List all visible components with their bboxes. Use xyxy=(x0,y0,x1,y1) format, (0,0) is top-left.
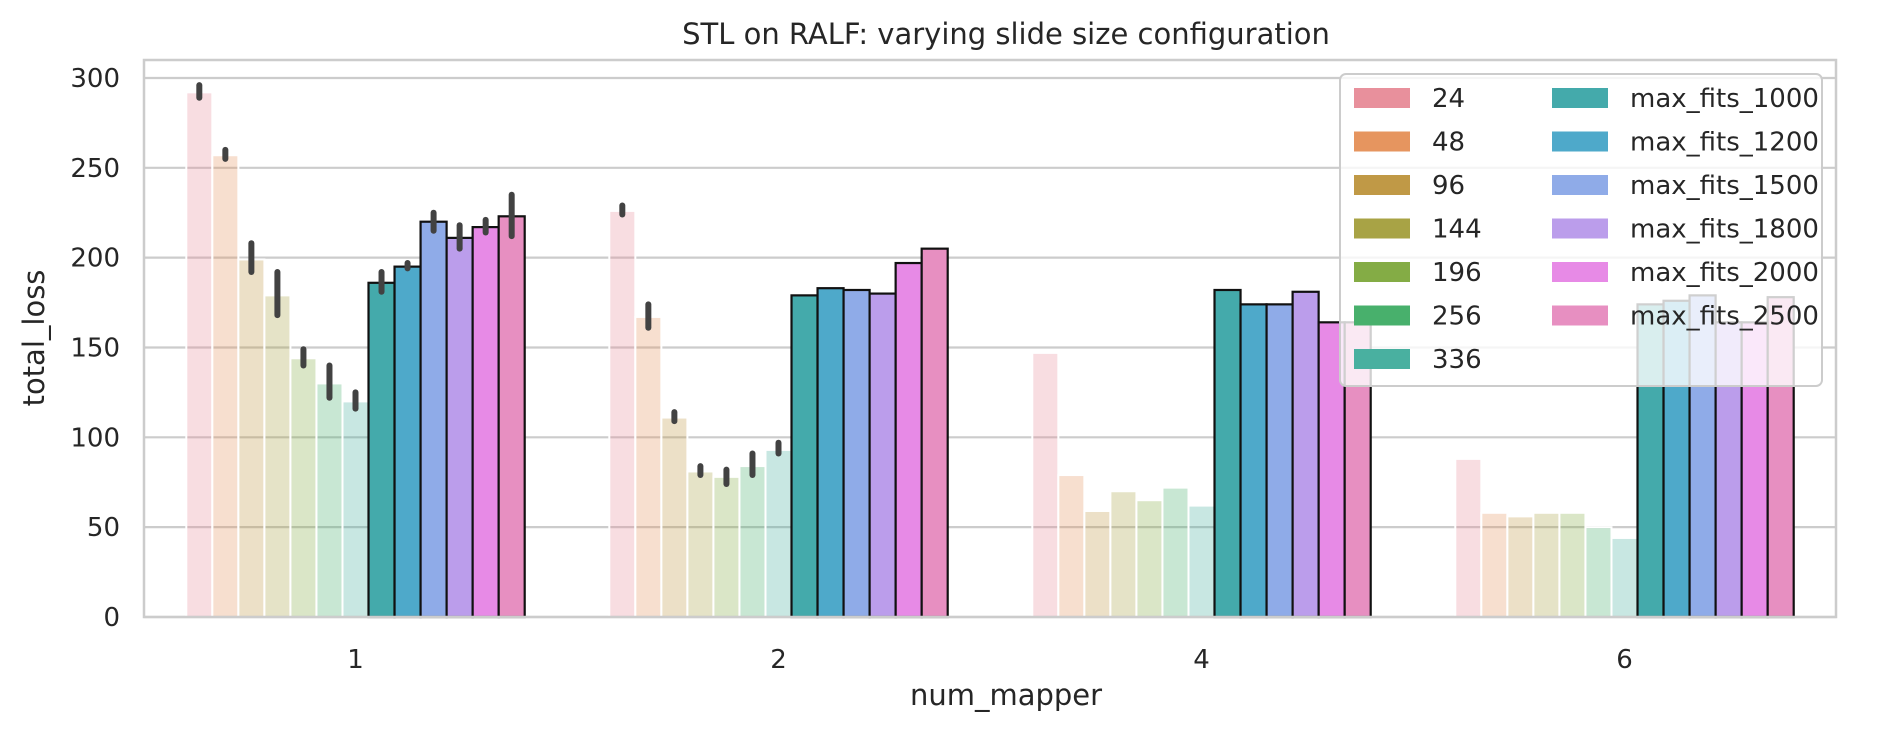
legend-swatch-max_fits_2000 xyxy=(1552,262,1608,282)
legend-swatch-max_fits_2500 xyxy=(1552,305,1608,326)
bar-144-4 xyxy=(1109,490,1138,618)
plot-frame xyxy=(142,58,1838,619)
legend-swatch-144 xyxy=(1354,218,1410,239)
bar-48-6 xyxy=(1480,511,1509,619)
legend-swatch-336 xyxy=(1354,349,1410,369)
bar-256-4 xyxy=(1161,486,1190,618)
legend-label-24: 24 xyxy=(1432,84,1465,114)
bar-144-6 xyxy=(1532,511,1561,619)
bar-48-1 xyxy=(211,154,240,618)
bar-336-6 xyxy=(1610,536,1639,619)
legend-swatch-max_fits_1800 xyxy=(1552,218,1608,239)
bar-196-4 xyxy=(1135,499,1164,619)
y-axis-ticks: 0 50 100 150 200 250 300 xyxy=(70,64,120,633)
bar-336-4 xyxy=(1187,504,1216,619)
bar-max_fits_1800-2 xyxy=(868,292,897,619)
bar-24-2 xyxy=(608,209,637,618)
bar-256-6 xyxy=(1584,526,1613,619)
y-tick-label: 100 xyxy=(70,423,120,453)
bar-max_fits_1200-2 xyxy=(816,287,845,619)
legend-swatch-max_fits_1200 xyxy=(1552,131,1608,152)
legend-swatch-196 xyxy=(1354,262,1410,282)
legend-swatch-48 xyxy=(1354,131,1410,152)
legend-swatch-256 xyxy=(1354,305,1410,326)
legend-label-144: 144 xyxy=(1432,215,1482,245)
bar-256-2 xyxy=(738,465,767,618)
legend-label-336: 336 xyxy=(1432,345,1482,375)
bar-24-1 xyxy=(185,91,214,619)
bar-max_fits_2500-2 xyxy=(920,247,949,619)
x-tick-label: 6 xyxy=(1616,645,1633,675)
bar-144-2 xyxy=(686,470,715,619)
bar-336-1 xyxy=(341,400,370,618)
legend-label-max_fits_1200: max_fits_1200 xyxy=(1630,128,1819,158)
bar-96-4 xyxy=(1083,509,1112,618)
bar-max_fits_1000-1 xyxy=(367,281,396,619)
y-axis-label: total_loss xyxy=(17,270,51,407)
legend-label-max_fits_1000: max_fits_1000 xyxy=(1630,84,1819,114)
bar-24-4 xyxy=(1031,351,1060,618)
y-tick-label: 250 xyxy=(70,154,120,184)
bar-max_fits_2500-1 xyxy=(497,215,526,619)
legend-label-48: 48 xyxy=(1432,128,1465,158)
bar-196-1 xyxy=(289,357,318,618)
bar-max_fits_2000-2 xyxy=(894,261,923,619)
y-tick-label: 50 xyxy=(87,513,120,543)
bar-256-1 xyxy=(315,382,344,618)
bar-96-2 xyxy=(660,416,689,619)
bar-24-6 xyxy=(1454,457,1483,619)
bar-336-2 xyxy=(764,448,793,618)
legend-label-max_fits_1800: max_fits_1800 xyxy=(1630,215,1819,245)
y-tick-label: 200 xyxy=(70,244,120,274)
legend-swatch-max_fits_1000 xyxy=(1552,88,1608,108)
legend-swatch-24 xyxy=(1354,88,1410,108)
y-tick-label: 0 xyxy=(103,603,120,633)
legend-label-max_fits_2500: max_fits_2500 xyxy=(1630,302,1819,332)
x-axis-ticks: 1 2 4 6 xyxy=(347,645,1633,675)
x-axis-label: num_mapper xyxy=(910,678,1102,712)
legend-label-196: 196 xyxy=(1432,258,1482,288)
legend-label-256: 256 xyxy=(1432,302,1482,332)
error-bars xyxy=(196,82,782,488)
bar-max_fits_1800-1 xyxy=(445,236,474,619)
bar-48-2 xyxy=(634,315,663,618)
bar-max_fits_1000-2 xyxy=(790,294,819,619)
x-tick-label: 2 xyxy=(770,645,787,675)
bar-196-2 xyxy=(712,475,741,619)
chart-title: STL on RALF: varying slide size configur… xyxy=(682,17,1330,51)
bar-max_fits_1500-1 xyxy=(419,220,448,619)
bar-max_fits_1200-1 xyxy=(393,265,422,619)
legend-label-96: 96 xyxy=(1432,171,1465,201)
legend-swatch-max_fits_1500 xyxy=(1552,175,1608,195)
bar-max_fits_1800-4 xyxy=(1291,290,1320,619)
y-tick-label: 300 xyxy=(70,64,120,94)
bar-max_fits_1500-2 xyxy=(842,288,871,619)
bar-196-6 xyxy=(1558,511,1587,619)
y-tick-label: 150 xyxy=(70,333,120,363)
legend-label-max_fits_2000: max_fits_2000 xyxy=(1630,258,1819,288)
bar-max_fits_1500-4 xyxy=(1265,303,1294,619)
legend-label-max_fits_1500: max_fits_1500 xyxy=(1630,171,1819,201)
bar-max_fits_2000-1 xyxy=(471,226,500,619)
legend-swatch-96 xyxy=(1354,175,1410,195)
x-tick-label: 4 xyxy=(1193,645,1210,675)
bar-96-1 xyxy=(237,258,266,618)
bar-144-1 xyxy=(263,294,292,618)
bar-48-4 xyxy=(1057,474,1086,618)
bar-96-6 xyxy=(1506,515,1535,618)
bar-max_fits_1200-4 xyxy=(1239,303,1268,619)
legend: 24 48 96 144 196 256 336 max_fits_1000 max_fits_… xyxy=(1339,73,1823,387)
bar-max_fits_1000-4 xyxy=(1213,288,1242,619)
x-tick-label: 1 xyxy=(347,645,364,675)
